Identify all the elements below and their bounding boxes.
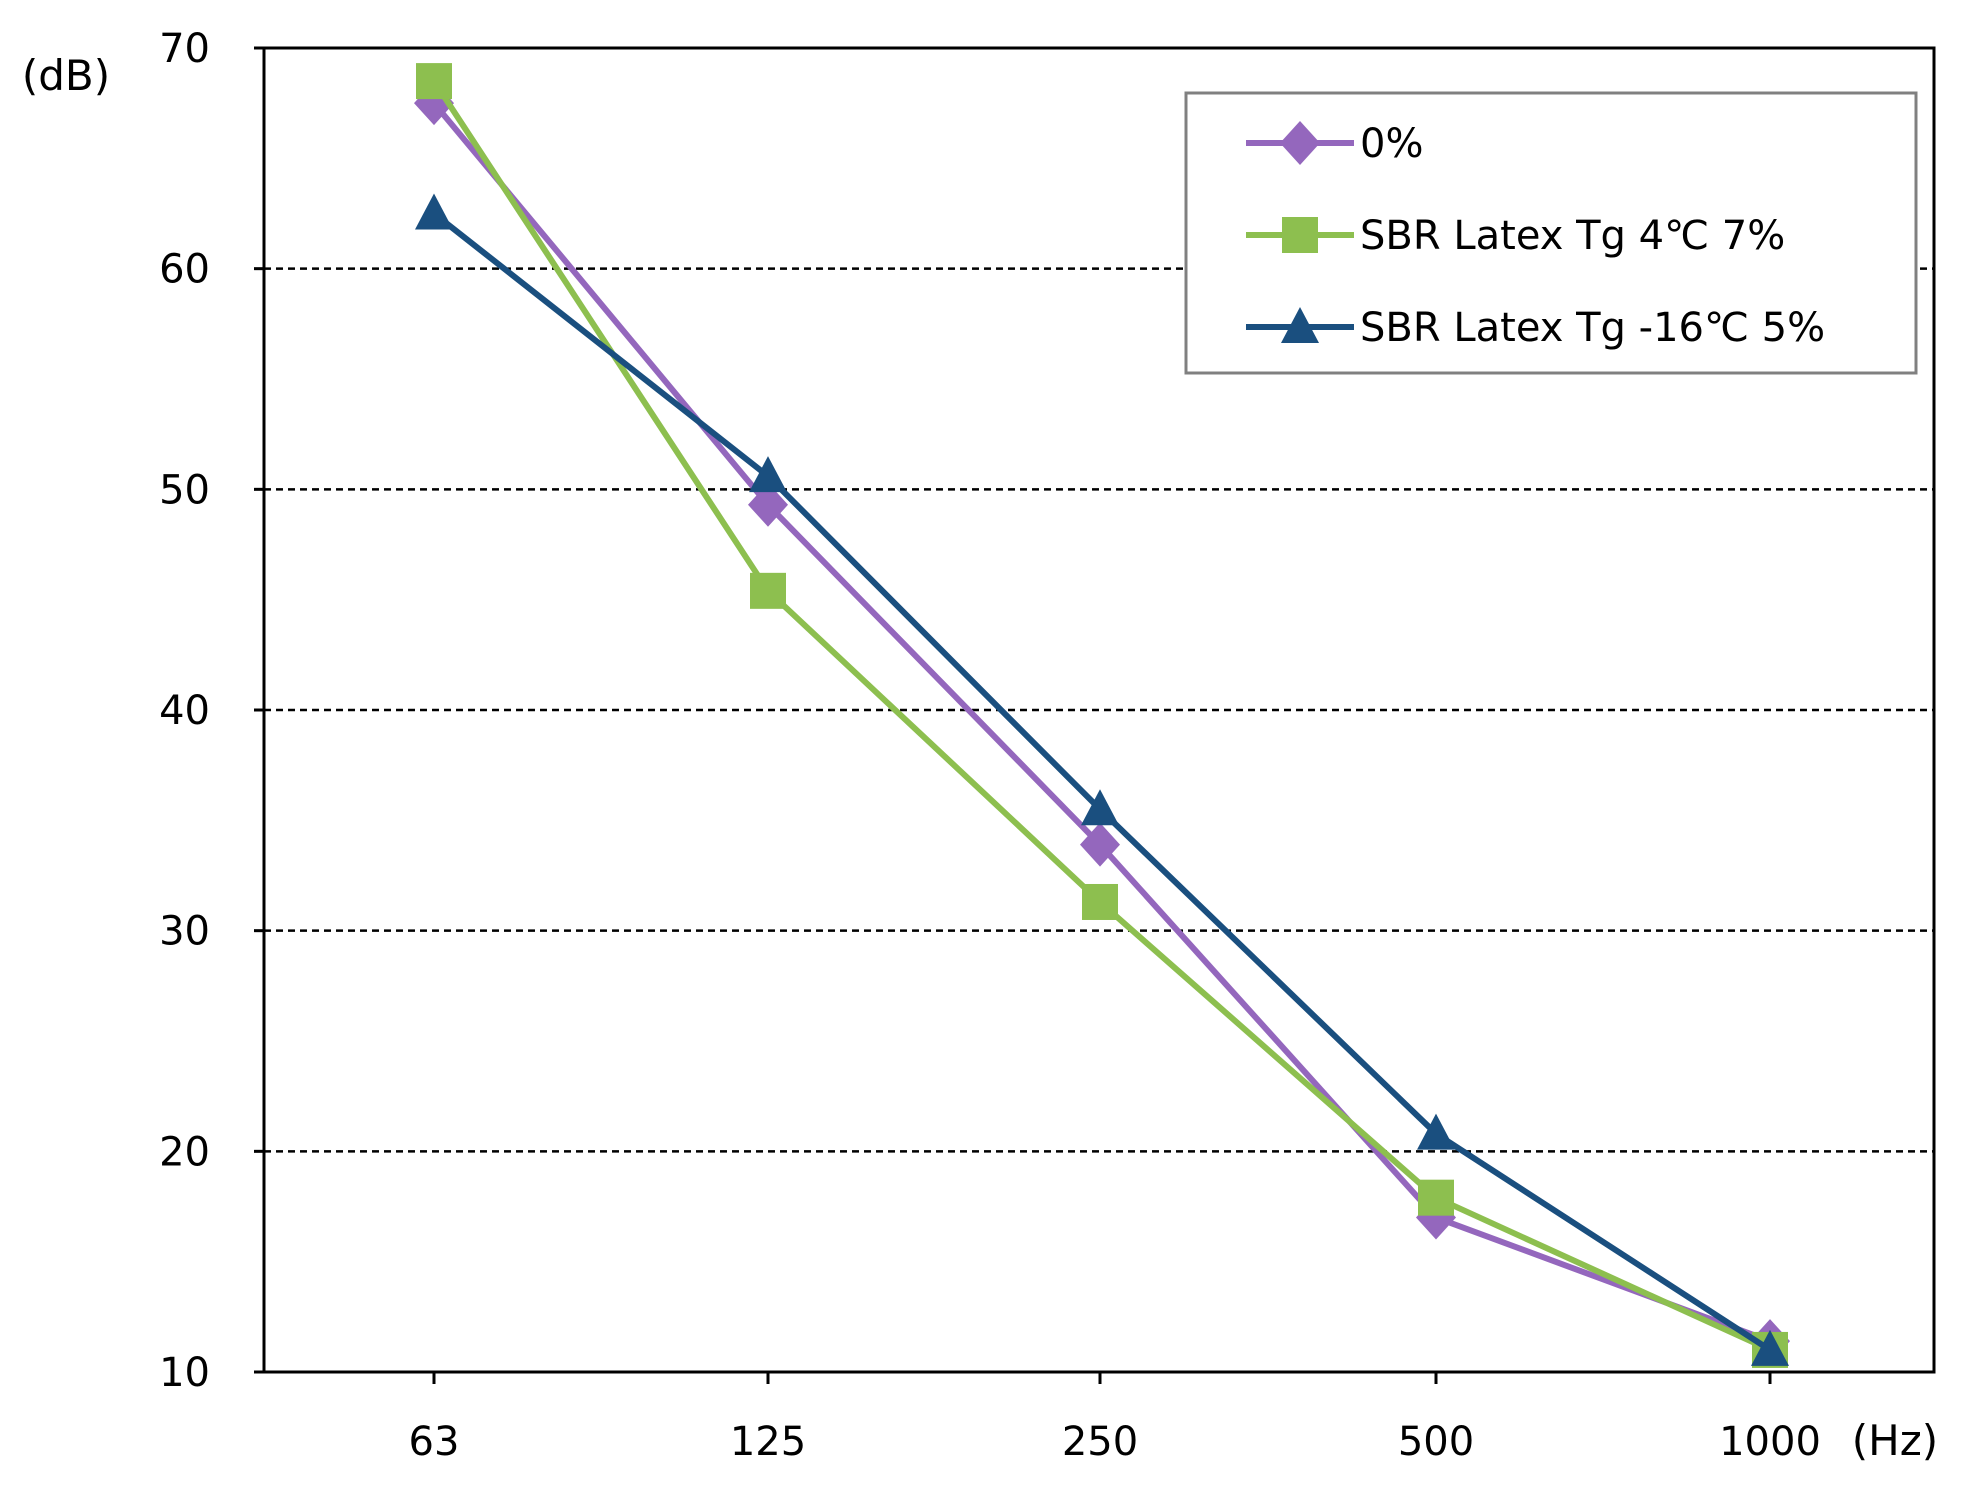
series-lines: [414, 63, 1790, 1368]
legend-marker: [1281, 307, 1319, 343]
series-2: [415, 193, 1789, 1366]
y-tick-label: 70: [159, 26, 210, 72]
data-point: [415, 193, 453, 230]
data-point: [748, 482, 788, 527]
data-point: [1751, 1329, 1789, 1366]
y-axis-ticks: 10 20 30 40 50 60 70: [159, 26, 264, 1396]
legend-item-0: 0%: [1246, 121, 1423, 167]
legend-marker: [1280, 121, 1320, 165]
y-tick-label: 40: [159, 688, 210, 734]
y-tick-label: 50: [159, 467, 210, 513]
x-axis-ticks: 63 125 250 500 1000: [409, 1372, 1821, 1465]
legend-marker: [1282, 217, 1318, 253]
legend-label: SBR Latex Tg -16℃ 5%: [1360, 305, 1825, 351]
legend-item-1: SBR Latex Tg 4℃ 7%: [1246, 213, 1785, 259]
x-tick-label: 63: [409, 1419, 460, 1465]
x-tick-label: 250: [1062, 1419, 1138, 1465]
data-point: [1081, 789, 1119, 826]
y-tick-label: 30: [159, 909, 210, 955]
x-tick-label: 1000: [1719, 1419, 1821, 1465]
x-tick-label: 125: [730, 1419, 806, 1465]
x-axis-unit-label: (Hz): [1852, 1416, 1938, 1465]
x-tick-label: 500: [1398, 1419, 1474, 1465]
data-point: [750, 572, 786, 609]
y-tick-label: 20: [159, 1129, 210, 1175]
legend-label: 0%: [1360, 121, 1423, 167]
y-tick-label: 60: [159, 247, 210, 293]
data-point: [749, 456, 787, 493]
data-point: [1417, 1113, 1455, 1150]
y-axis-unit-label: (dB): [22, 51, 110, 100]
legend: 0% SBR Latex Tg 4℃ 7% SBR Latex Tg -16℃ 5%: [1184, 91, 1918, 375]
legend-item-2: SBR Latex Tg -16℃ 5%: [1246, 305, 1825, 351]
y-tick-label: 10: [159, 1350, 210, 1396]
data-point: [416, 63, 452, 100]
legend-items: 0% SBR Latex Tg 4℃ 7% SBR Latex Tg -16℃ 5%: [1246, 121, 1825, 351]
data-point: [1080, 822, 1120, 867]
data-point: [1082, 883, 1118, 920]
legend-label: SBR Latex Tg 4℃ 7%: [1360, 213, 1785, 259]
data-point: [1418, 1179, 1454, 1216]
